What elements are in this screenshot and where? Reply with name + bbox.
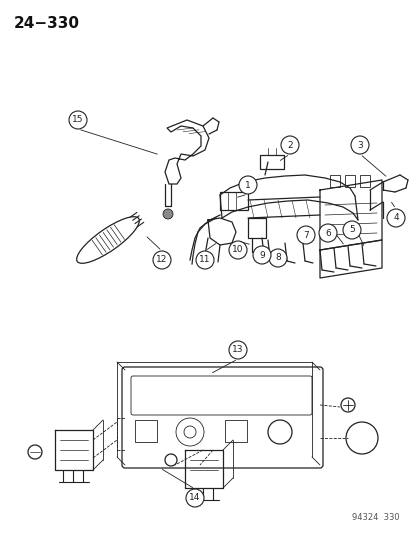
Bar [344,175,354,187]
Text: 1: 1 [244,181,250,190]
Bar [259,155,283,169]
Circle shape [318,224,336,242]
Circle shape [238,176,256,194]
Circle shape [342,221,360,239]
Text: 7: 7 [302,230,308,239]
Circle shape [195,251,214,269]
Text: 11: 11 [199,255,210,264]
Circle shape [268,249,286,267]
Circle shape [386,209,404,227]
Circle shape [350,136,368,154]
Text: 13: 13 [232,345,243,354]
Text: 9: 9 [259,251,264,260]
Circle shape [296,226,314,244]
Circle shape [280,136,298,154]
Text: 14: 14 [189,494,200,503]
Bar [135,420,157,442]
Text: 10: 10 [232,246,243,254]
Text: 5: 5 [348,225,354,235]
Text: 4: 4 [392,214,398,222]
Bar [219,192,247,210]
Bar [247,218,266,238]
Circle shape [69,111,87,129]
Text: 2: 2 [287,141,292,149]
Text: 15: 15 [72,116,83,125]
Text: 8: 8 [275,254,280,262]
Circle shape [163,209,173,219]
Circle shape [252,246,271,264]
Text: 6: 6 [324,229,330,238]
Text: 24−330: 24−330 [14,16,80,31]
Bar [359,175,369,187]
Circle shape [185,489,204,507]
Text: 3: 3 [356,141,362,149]
Text: 94324  330: 94324 330 [351,513,399,522]
Text: 12: 12 [156,255,167,264]
Circle shape [228,341,247,359]
Bar [329,175,339,187]
Bar [224,420,247,442]
Circle shape [228,241,247,259]
Circle shape [153,251,171,269]
